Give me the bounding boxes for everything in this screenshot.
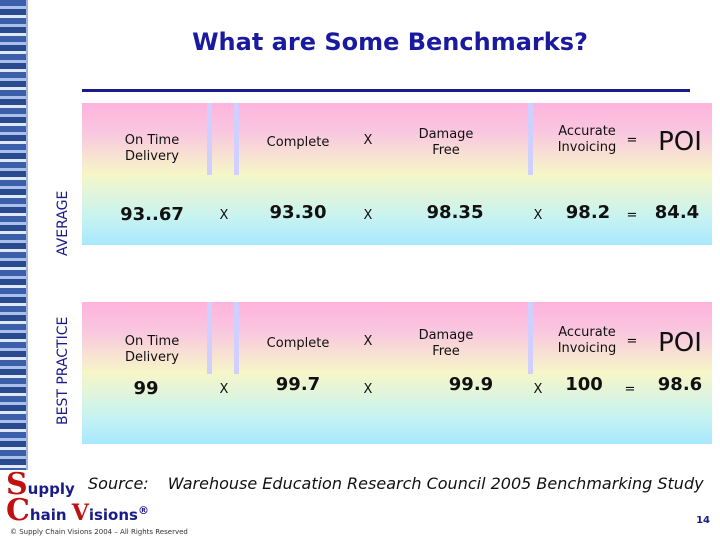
operator-x: X [533, 382, 543, 397]
column-separator [207, 103, 212, 175]
operator-x: X [533, 208, 543, 223]
label-damage-free: Damage Free [418, 328, 474, 359]
chain-border-decoration [0, 0, 28, 470]
operator-x: X [363, 382, 373, 397]
source-text: Warehouse Education Research Council 200… [167, 474, 704, 493]
value-accurate-invoicing: 100 [565, 374, 603, 395]
label-on-time-delivery: On Time Delivery [124, 133, 180, 164]
title-underline [82, 89, 690, 92]
label-poi: POI [658, 127, 702, 157]
operator-x: X [363, 208, 373, 223]
operator-equals: = [624, 382, 636, 397]
column-separator [207, 302, 212, 374]
label-accurate-invoicing: Accurate Invoicing [557, 325, 617, 356]
value-damage-free: 99.9 [448, 374, 494, 395]
source-citation: Source: Warehouse Education Research Cou… [88, 474, 704, 493]
operator-equals: = [626, 133, 638, 148]
value-on-time-delivery: 99 [133, 378, 159, 399]
copyright-notice: © Supply Chain Visions 2004 – All Rights… [10, 528, 188, 536]
page-number: 14 [696, 515, 710, 526]
value-poi: 84.4 [654, 202, 700, 223]
operator-x: X [363, 133, 373, 148]
label-accurate-invoicing: Accurate Invoicing [557, 124, 617, 155]
operator-x: X [219, 382, 229, 397]
label-complete: Complete [266, 336, 330, 351]
label-damage-free: Damage Free [418, 127, 474, 158]
operator-x: X [363, 334, 373, 349]
column-separator [528, 103, 533, 175]
source-label: Source: [88, 474, 149, 493]
label-complete: Complete [266, 135, 330, 150]
column-separator [234, 103, 239, 175]
label-poi: POI [658, 328, 702, 358]
average-row-band [82, 103, 712, 245]
value-complete: 93.30 [269, 202, 327, 223]
supply-chain-visions-logo: Supply Chain Visions® [6, 467, 149, 528]
slide-title: What are Some Benchmarks? [192, 28, 588, 56]
value-on-time-delivery: 93..67 [120, 204, 184, 225]
operator-equals: = [626, 208, 638, 223]
column-separator [234, 302, 239, 374]
operator-equals: = [626, 334, 638, 349]
side-label-best-practice: BEST PRACTICE [55, 316, 71, 425]
best-practice-row-band [82, 302, 712, 444]
value-damage-free: 98.35 [426, 202, 484, 223]
value-accurate-invoicing: 98.2 [565, 202, 611, 223]
label-on-time-delivery: On Time Delivery [124, 334, 180, 365]
operator-x: X [219, 208, 229, 223]
side-label-average: AVERAGE [55, 190, 71, 256]
column-separator [528, 302, 533, 374]
value-complete: 99.7 [275, 374, 321, 395]
value-poi: 98.6 [657, 374, 703, 395]
